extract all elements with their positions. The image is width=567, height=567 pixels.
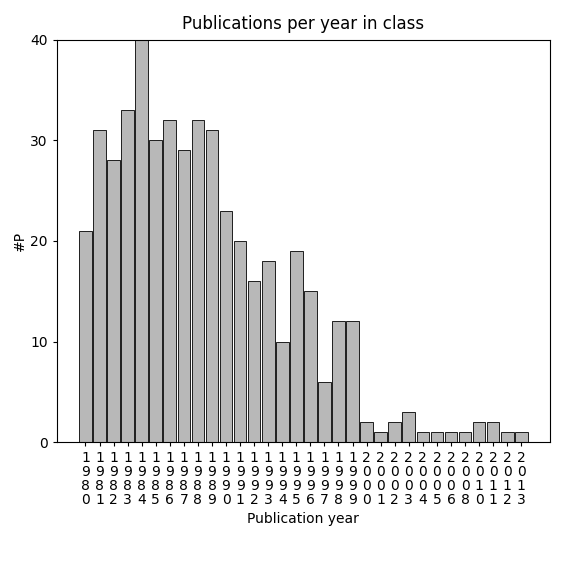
Bar bbox=[459, 432, 471, 442]
Bar bbox=[445, 432, 457, 442]
Bar bbox=[374, 432, 387, 442]
Bar bbox=[430, 432, 443, 442]
Bar bbox=[121, 110, 134, 442]
Bar bbox=[290, 251, 303, 442]
Bar bbox=[177, 150, 190, 442]
Bar bbox=[219, 211, 232, 442]
Bar bbox=[262, 261, 274, 442]
Bar bbox=[403, 412, 415, 442]
Bar bbox=[346, 321, 359, 442]
Bar bbox=[79, 231, 92, 442]
Y-axis label: #P: #P bbox=[13, 231, 27, 251]
Bar bbox=[93, 130, 106, 442]
Bar bbox=[276, 341, 289, 442]
Bar bbox=[107, 160, 120, 442]
Bar bbox=[304, 291, 317, 442]
Bar bbox=[388, 422, 401, 442]
Bar bbox=[206, 130, 218, 442]
Bar bbox=[417, 432, 429, 442]
Bar bbox=[473, 422, 485, 442]
Bar bbox=[501, 432, 514, 442]
Bar bbox=[192, 120, 204, 442]
Bar bbox=[360, 422, 373, 442]
Bar bbox=[318, 382, 331, 442]
Bar bbox=[515, 432, 527, 442]
Title: Publications per year in class: Publications per year in class bbox=[182, 15, 425, 32]
Bar bbox=[248, 281, 260, 442]
Bar bbox=[163, 120, 176, 442]
Bar bbox=[150, 141, 162, 442]
Bar bbox=[487, 422, 500, 442]
X-axis label: Publication year: Publication year bbox=[247, 512, 359, 526]
Bar bbox=[332, 321, 345, 442]
Bar bbox=[234, 241, 247, 442]
Bar bbox=[136, 40, 148, 442]
